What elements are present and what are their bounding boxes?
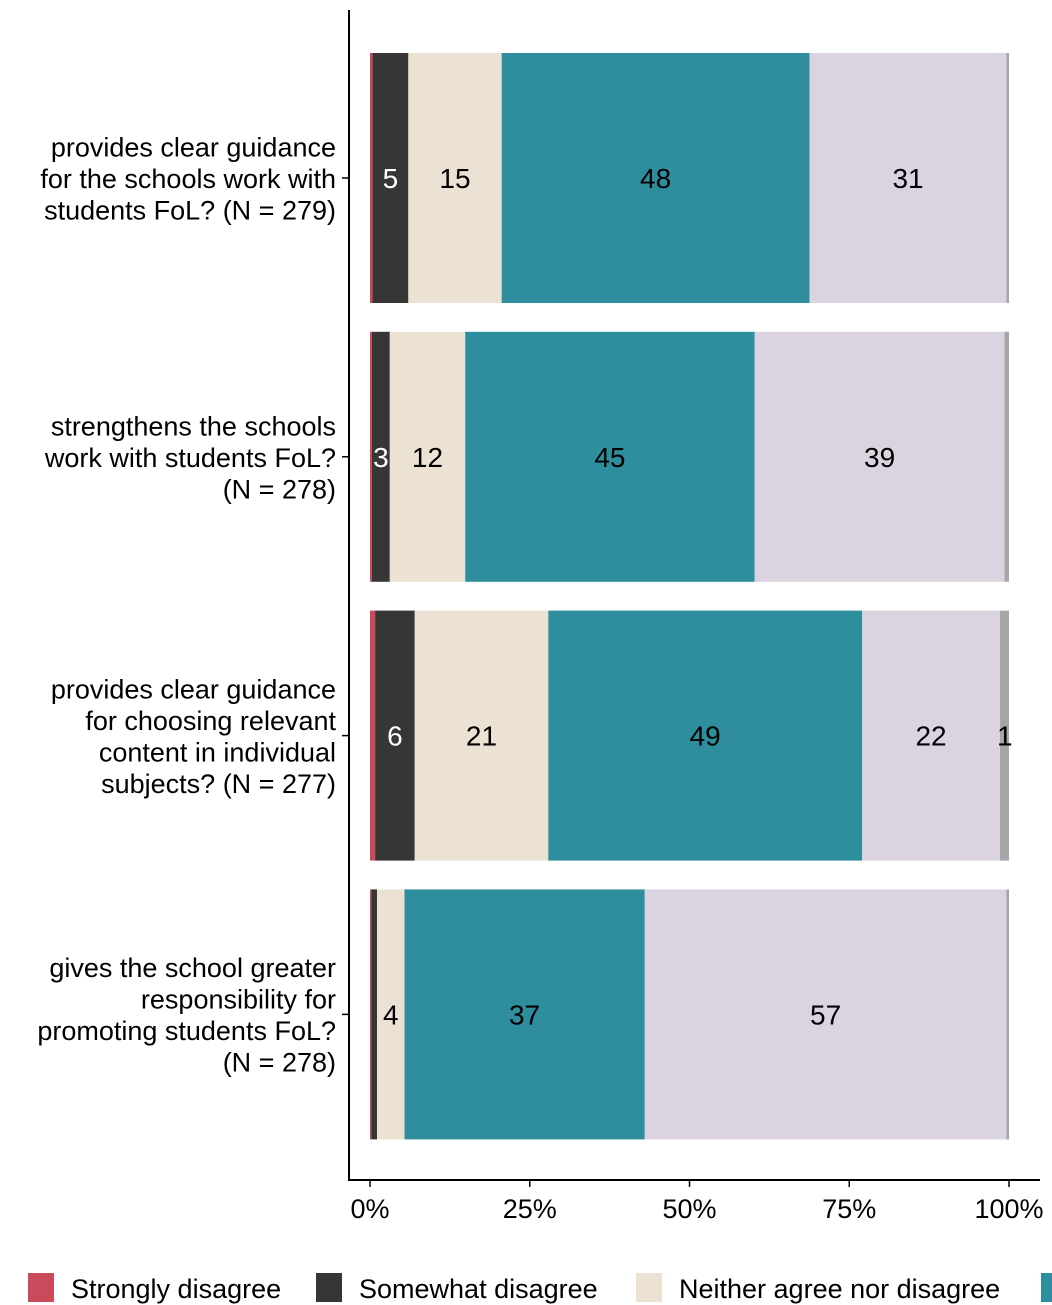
bar-value-label: 21 — [466, 721, 497, 752]
bar-segment — [370, 53, 373, 303]
x-axis: 0% 25% 50% 75% 100% — [348, 1179, 1044, 1224]
bar-segment — [414, 610, 549, 861]
bar-segment — [389, 331, 466, 582]
x-tick-label: 25% — [503, 1194, 557, 1224]
legend-label: Neither agree nor disagree — [679, 1274, 1000, 1304]
bar-value-label: 3 — [373, 442, 389, 473]
y-tick-label: provides clear guidance — [51, 674, 336, 704]
bar-segment — [1000, 610, 1009, 861]
y-tick-label: students FoL? (N = 279) — [44, 196, 336, 226]
bar-segment — [501, 53, 810, 303]
bar-value-label: 37 — [509, 999, 540, 1030]
bar-value-label: 12 — [412, 442, 443, 473]
legend-swatch — [28, 1273, 54, 1302]
bar-value-label: 39 — [864, 442, 895, 473]
bar-value-label: 5 — [383, 163, 399, 194]
legend-label: Strongly disagree — [71, 1274, 281, 1304]
legend-swatch — [316, 1273, 342, 1302]
y-tick-label: work with students FoL? — [44, 443, 336, 473]
bar-segment — [371, 331, 390, 582]
bar-segment — [465, 331, 755, 582]
bar-segment — [809, 53, 1007, 303]
bar-segment — [375, 610, 415, 861]
bar-segment — [408, 53, 502, 303]
bar-segment — [1006, 53, 1009, 303]
bar-segment — [862, 610, 1001, 861]
legend-label: Somewhat disagree — [359, 1274, 598, 1304]
y-tick-label: subjects? (N = 277) — [101, 769, 336, 799]
bar-segment — [754, 331, 1005, 582]
x-tick-label: 100% — [974, 1194, 1043, 1224]
bar-segment — [370, 889, 372, 1140]
value-labels-group: 5 15 48 31 3 12 45 39 6 21 49 22 1 4 37 57 — [373, 163, 1013, 1030]
bar-segment — [370, 610, 376, 861]
y-tick-label: (N = 278) — [223, 1048, 336, 1078]
y-tick-label: (N = 278) — [223, 474, 336, 504]
bar-value-label: 49 — [690, 721, 721, 752]
y-tick-label: for choosing relevant — [85, 706, 336, 736]
bar-value-label: 4 — [383, 999, 399, 1030]
x-tick-label: 0% — [350, 1194, 389, 1224]
bar-segment — [377, 889, 405, 1140]
y-tick-label: promoting students FoL? — [37, 1016, 336, 1046]
bar-segment — [1004, 331, 1009, 582]
bar-segment — [370, 331, 372, 582]
legend-swatch — [636, 1273, 662, 1302]
bar-segment — [404, 889, 645, 1140]
y-tick-label: provides clear guidance — [51, 133, 336, 163]
x-tick-label: 50% — [662, 1194, 716, 1224]
bar-value-label: 6 — [387, 721, 403, 752]
bar-value-label: 48 — [640, 163, 671, 194]
x-tick-label: 75% — [822, 1194, 876, 1224]
bar-value-label: 15 — [439, 163, 470, 194]
bars-group — [370, 53, 1009, 1140]
bar-segment — [644, 889, 1007, 1140]
bar-value-label: 1 — [997, 721, 1013, 752]
bar-segment — [371, 889, 378, 1140]
bar-value-label: 22 — [915, 721, 946, 752]
legend: Strongly disagree Somewhat disagree Neithe… — [28, 1273, 1052, 1304]
bar-value-label: 57 — [810, 999, 841, 1030]
y-tick-label: strengthens the schools — [51, 411, 336, 441]
bar-value-label: 45 — [594, 442, 625, 473]
legend-swatch — [1041, 1273, 1052, 1302]
y-tick-label: gives the school greater — [49, 953, 336, 983]
y-tick-label: for the schools work with — [40, 164, 336, 194]
y-tick-label: responsibility for — [141, 985, 336, 1015]
bar-segment — [548, 610, 863, 861]
bar-value-label: 31 — [892, 163, 923, 194]
bar-segment — [372, 53, 409, 303]
y-tick-label: content in individual — [99, 737, 336, 767]
bar-segment — [1006, 889, 1009, 1140]
